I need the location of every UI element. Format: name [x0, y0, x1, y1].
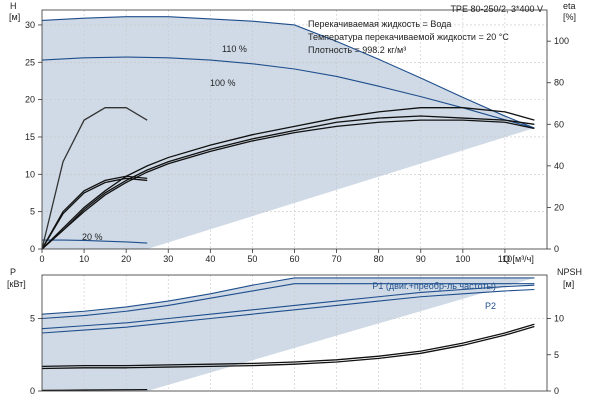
tick-label-x: 20: [121, 254, 131, 264]
tick-label-x: 0: [39, 254, 44, 264]
power-y-right-ticks: 0 5 10: [547, 314, 564, 396]
head-xlabel: Q [м³/ч]: [503, 254, 534, 264]
head-y-left-ticks: 0 5 10 15 20 25 30: [25, 20, 42, 254]
series-line-8: [41, 107, 148, 250]
tick-label-right: 5: [554, 350, 559, 360]
series-line-7: [41, 175, 148, 250]
tick-label-x: 90: [416, 254, 426, 264]
tick-label-left: 20: [25, 95, 35, 105]
tick-label-right: 80: [554, 78, 564, 88]
power-ylabel-right-unit: [м]: [563, 279, 574, 289]
power-y-left-ticks: 05: [30, 314, 42, 396]
tick-label-x: 100: [455, 254, 470, 264]
annotation-temperature: Температура перекачиваемой жидкости = 20…: [308, 32, 509, 42]
tick-label-left: 5: [30, 207, 35, 217]
series-line-6: [41, 177, 148, 250]
tick-label-right: 40: [554, 161, 564, 171]
series-line-2: [42, 239, 148, 244]
head-ylabel-right-unit: [%]: [563, 12, 576, 22]
series-line-3: [41, 288, 535, 334]
series-line-6: [41, 389, 148, 391]
series-line-3: [41, 107, 535, 250]
tick-label-x: 110: [498, 254, 512, 264]
power-ylabel-left-symbol: P: [10, 267, 16, 277]
series-label-20: 20 %: [82, 232, 103, 242]
series-line-4: [41, 115, 535, 250]
power-ylabel-right-symbol: NPSH: [557, 267, 582, 277]
tick-label-right: 20: [554, 202, 564, 212]
legend-p2: P2: [485, 301, 496, 311]
power-ylabel-left-unit: [кВт]: [7, 279, 26, 289]
legend-p1: P1 (двиг.+преобр-ль частоты): [372, 281, 496, 291]
tick-label-x: 10: [79, 254, 89, 264]
operating-region: [42, 277, 535, 391]
tick-label-left: 5: [30, 314, 35, 324]
tick-label-left: 10: [25, 169, 35, 179]
series-line-4: [41, 323, 535, 367]
head-ylabel-left-symbol: H: [10, 1, 17, 11]
annotation-liquid: Перекачиваемая жидкость = Вода: [308, 19, 451, 29]
tick-label-left: 30: [25, 20, 35, 30]
series-label-110: 110 %: [222, 44, 247, 54]
head-ylabel-right-symbol: eta: [563, 1, 576, 11]
power-chart-series: [41, 277, 535, 391]
head-y-right-ticks: 0 20 40 60 80 100: [547, 36, 569, 254]
power-chart-region: [42, 277, 535, 391]
tick-label-right: 0: [554, 244, 559, 254]
series-line-1: [41, 283, 535, 320]
tick-label-left: 0: [30, 244, 35, 254]
tick-label-right: 60: [554, 119, 564, 129]
series-label-100: 100 %: [210, 78, 236, 88]
series-line-5: [41, 325, 535, 370]
annotation-density: Плотность = 998.2 кг/м³: [308, 45, 406, 55]
operating-region: [42, 16, 535, 249]
tick-label-right: 10: [554, 314, 564, 324]
head-x-ticks: 0 10 20 30 40 50 60 70 80 90 100 110: [39, 249, 512, 264]
series-line-2: [41, 284, 535, 330]
head-chart: 0 10 20 30 40 50 60 70 80 90 100 110 0 5 10 15 20 25 30 0…: [9, 1, 576, 264]
tick-label-right: 100: [554, 36, 569, 46]
tick-label-x: 40: [205, 254, 215, 264]
tick-label-x: 80: [374, 254, 384, 264]
head-chart-series: [41, 16, 535, 250]
tick-label-x: 60: [289, 254, 299, 264]
tick-label-x: 70: [332, 254, 342, 264]
chart-title: TPE 80-250/2, 3*400 V: [450, 4, 543, 14]
power-chart-frame: [41, 274, 548, 392]
power-chart-grid: [42, 275, 547, 391]
tick-label-left: 15: [25, 132, 35, 142]
tick-label-right: 0: [554, 386, 559, 396]
tick-label-left: 0: [30, 386, 35, 396]
series-line-0: [41, 16, 535, 129]
head-ylabel-left-unit: [м]: [9, 12, 20, 22]
series-line-0: [41, 277, 535, 315]
tick-label-x: 30: [163, 254, 173, 264]
series-line-5: [41, 119, 535, 250]
tick-label-left: 25: [25, 57, 35, 67]
tick-label-x: 50: [247, 254, 257, 264]
head-chart-region: [42, 16, 535, 249]
